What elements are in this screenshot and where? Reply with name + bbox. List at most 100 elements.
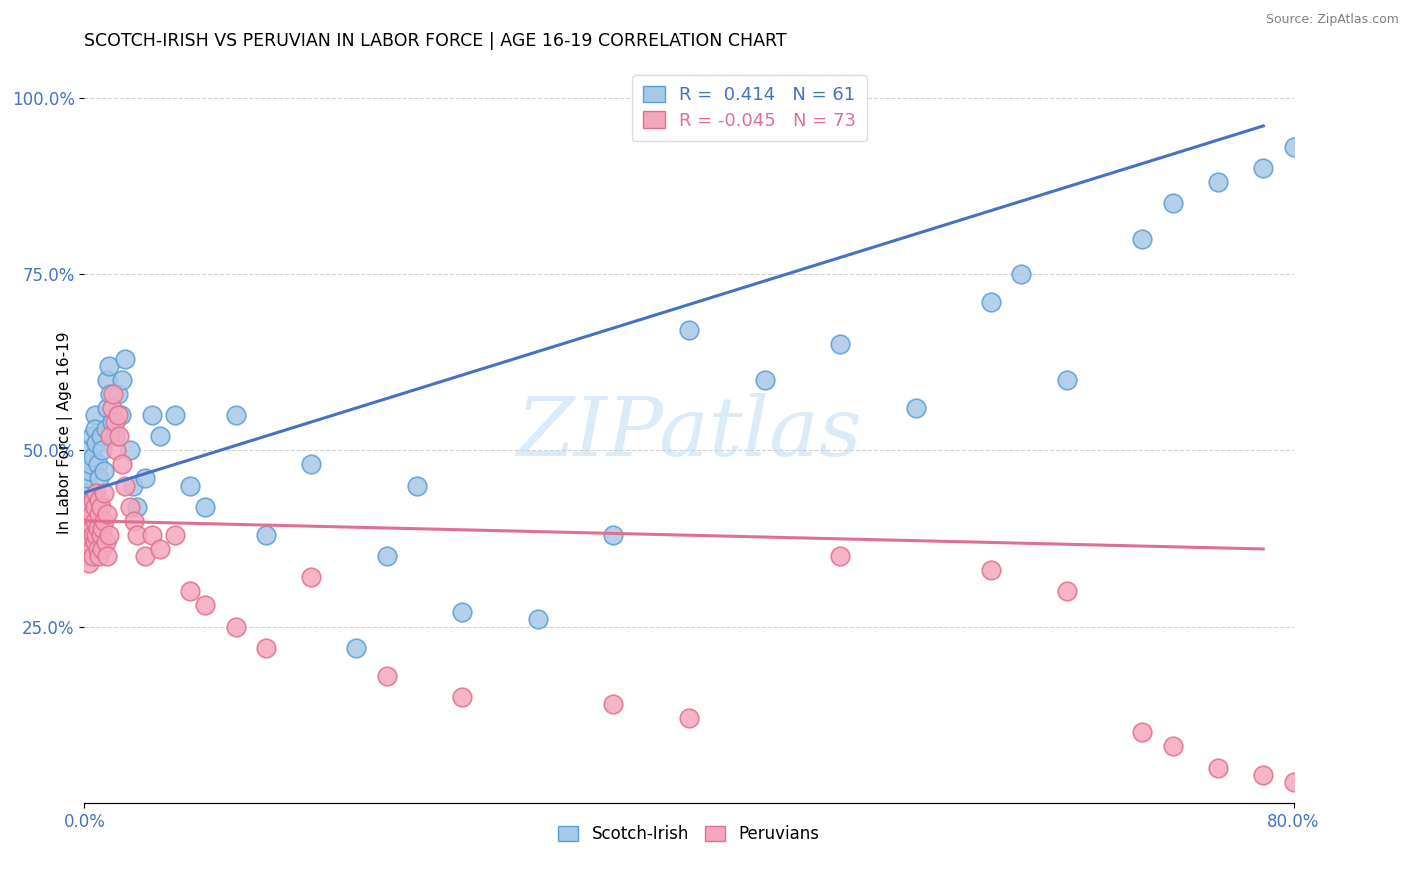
Point <box>346 640 368 655</box>
Point <box>122 514 145 528</box>
Point <box>1358 789 1381 803</box>
Point <box>1206 760 1229 774</box>
Point <box>299 458 322 472</box>
Point <box>97 359 120 373</box>
Point <box>84 514 107 528</box>
Point <box>194 500 217 514</box>
Point <box>87 458 110 472</box>
Point <box>94 422 117 436</box>
Point <box>127 528 149 542</box>
Point <box>1403 91 1406 105</box>
Point <box>90 500 112 514</box>
Point <box>96 507 118 521</box>
Point <box>980 295 1002 310</box>
Point <box>77 464 100 478</box>
Point <box>79 500 101 514</box>
Point <box>97 528 120 542</box>
Point <box>602 697 624 711</box>
Point <box>75 485 97 500</box>
Point <box>165 408 187 422</box>
Point <box>101 387 124 401</box>
Point <box>100 415 122 429</box>
Point <box>1358 104 1381 119</box>
Point <box>93 514 115 528</box>
Point <box>84 422 107 436</box>
Point <box>89 492 111 507</box>
Point <box>76 541 98 556</box>
Point <box>225 619 247 633</box>
Point <box>90 528 112 542</box>
Point <box>86 485 108 500</box>
Point <box>1403 792 1406 806</box>
Text: Source: ZipAtlas.com: Source: ZipAtlas.com <box>1265 13 1399 27</box>
Point <box>107 387 129 401</box>
Point <box>194 599 217 613</box>
Point <box>80 492 103 507</box>
Point <box>114 478 136 492</box>
Point <box>149 541 172 556</box>
Point <box>110 408 132 422</box>
Point <box>1313 126 1336 140</box>
Point <box>111 373 134 387</box>
Point <box>98 387 121 401</box>
Point <box>107 408 129 422</box>
Point <box>75 528 97 542</box>
Point <box>77 514 100 528</box>
Point <box>1056 584 1078 599</box>
Point <box>80 541 103 556</box>
Text: SCOTCH-IRISH VS PERUVIAN IN LABOR FORCE | AGE 16-19 CORRELATION CHART: SCOTCH-IRISH VS PERUVIAN IN LABOR FORCE … <box>84 32 787 50</box>
Point <box>1282 774 1305 789</box>
Point <box>98 429 121 443</box>
Point <box>225 408 247 422</box>
Point <box>96 373 118 387</box>
Point <box>254 640 277 655</box>
Point <box>451 606 474 620</box>
Point <box>90 429 112 443</box>
Point <box>86 436 108 450</box>
Point <box>375 549 398 563</box>
Point <box>89 507 111 521</box>
Point <box>678 323 700 337</box>
Point <box>75 549 97 563</box>
Point <box>451 690 474 704</box>
Point <box>127 500 149 514</box>
Point <box>830 549 852 563</box>
Point <box>93 485 115 500</box>
Point <box>678 711 700 725</box>
Point <box>76 514 98 528</box>
Point <box>111 458 134 472</box>
Point <box>104 429 127 443</box>
Point <box>134 471 156 485</box>
Point <box>179 478 201 492</box>
Point <box>80 521 103 535</box>
Point <box>77 556 100 570</box>
Point <box>96 549 118 563</box>
Point <box>118 500 141 514</box>
Point <box>87 521 110 535</box>
Point <box>80 429 103 443</box>
Point <box>79 535 101 549</box>
Point <box>1253 767 1275 781</box>
Point <box>1206 175 1229 189</box>
Text: ZIPatlas: ZIPatlas <box>516 392 862 473</box>
Point <box>121 478 143 492</box>
Point <box>100 401 122 415</box>
Point <box>82 549 104 563</box>
Point <box>108 429 131 443</box>
Point <box>84 408 107 422</box>
Point <box>165 528 187 542</box>
Point <box>80 507 103 521</box>
Point <box>830 337 852 351</box>
Point <box>89 471 111 485</box>
Point <box>114 351 136 366</box>
Point <box>1130 725 1153 739</box>
Point <box>94 535 117 549</box>
Point <box>1161 196 1184 211</box>
Point <box>84 500 107 514</box>
Point <box>87 541 110 556</box>
Legend: Scotch-Irish, Peruvians: Scotch-Irish, Peruvians <box>551 819 827 850</box>
Point <box>406 478 429 492</box>
Point <box>1056 373 1078 387</box>
Point <box>1011 267 1033 281</box>
Point <box>105 443 128 458</box>
